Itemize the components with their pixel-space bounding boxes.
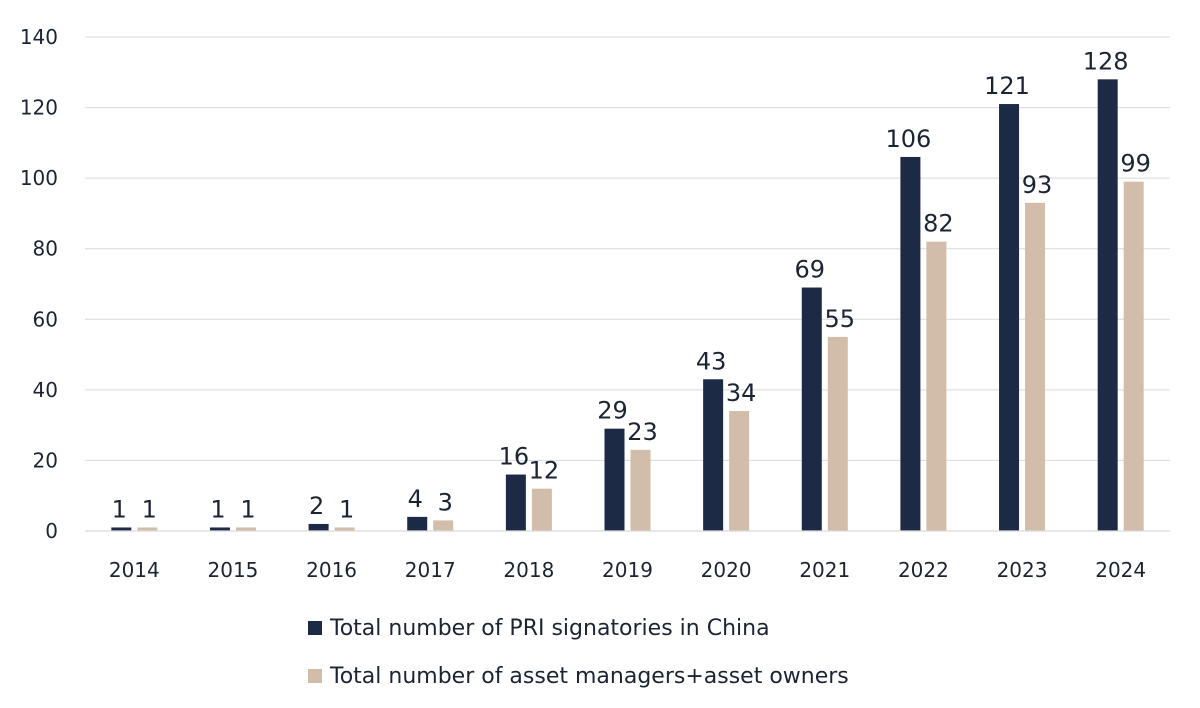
- bar-pri-signatories-2019: [604, 428, 625, 531]
- bar-pri-signatories-2015: [209, 527, 230, 531]
- data-label-pri-signatories-2021: 69: [794, 256, 825, 284]
- legend-label-pri-signatories: Total number of PRI signatories in China: [330, 615, 770, 641]
- data-label-pri-signatories-2022: 106: [886, 125, 932, 153]
- bar-asset-managers-owners-2021: [827, 336, 848, 531]
- bar-asset-managers-owners-2024: [1123, 181, 1144, 531]
- data-label-asset-managers-owners-2020: 34: [726, 379, 757, 407]
- x-tick-label-2020: 2020: [701, 558, 752, 582]
- data-label-pri-signatories-2016: 2: [309, 492, 324, 520]
- bar-pri-signatories-2020: [703, 379, 724, 531]
- data-label-asset-managers-owners-2014: 1: [142, 495, 157, 523]
- bar-asset-managers-owners-2022: [926, 241, 947, 531]
- data-label-asset-managers-owners-2016: 1: [339, 495, 354, 523]
- bar-asset-managers-owners-2017: [433, 520, 454, 531]
- bar-asset-managers-owners-2020: [729, 411, 750, 531]
- data-label-asset-managers-owners-2019: 23: [627, 418, 658, 446]
- data-label-pri-signatories-2015: 1: [210, 495, 225, 523]
- data-label-pri-signatories-2018: 16: [499, 443, 530, 471]
- bar-asset-managers-owners-2016: [334, 527, 355, 531]
- legend-swatch-asset-managers-owners: [308, 669, 322, 683]
- y-tick-label-0: 0: [45, 519, 58, 543]
- x-tick-label-2018: 2018: [503, 558, 554, 582]
- bars: [111, 79, 1144, 532]
- legend: Total number of PRI signatories in China…: [308, 604, 849, 700]
- legend-item-pri-signatories: Total number of PRI signatories in China: [308, 604, 849, 652]
- x-tick-label-2016: 2016: [306, 558, 357, 582]
- data-label-pri-signatories-2020: 43: [696, 347, 727, 375]
- bar-pri-signatories-2024: [1097, 79, 1118, 531]
- data-label-asset-managers-owners-2018: 12: [529, 457, 560, 485]
- legend-item-asset-managers-owners: Total number of asset managers+asset own…: [308, 652, 849, 700]
- data-label-asset-managers-owners-2021: 55: [824, 305, 855, 333]
- y-tick-label-100: 100: [20, 166, 58, 190]
- data-label-pri-signatories-2017: 4: [408, 485, 423, 513]
- data-label-asset-managers-owners-2023: 93: [1022, 171, 1053, 199]
- bar-asset-managers-owners-2014: [137, 527, 158, 531]
- x-tick-label-2019: 2019: [602, 558, 653, 582]
- data-label-asset-managers-owners-2024: 99: [1120, 150, 1151, 178]
- y-tick-label-40: 40: [33, 378, 58, 402]
- bar-pri-signatories-2023: [999, 104, 1020, 532]
- gridlines: [85, 36, 1170, 461]
- data-label-pri-signatories-2019: 29: [597, 397, 628, 425]
- x-tick-label-2022: 2022: [898, 558, 949, 582]
- bar-asset-managers-owners-2019: [630, 449, 651, 531]
- x-tick-label-2014: 2014: [109, 558, 160, 582]
- bar-asset-managers-owners-2018: [531, 488, 552, 531]
- bar-asset-managers-owners-2023: [1025, 202, 1046, 532]
- y-axis: 0 20 40 60 80 100 120 140: [20, 25, 58, 543]
- data-label-asset-managers-owners-2017: 3: [438, 488, 453, 516]
- bar-pri-signatories-2014: [111, 527, 132, 531]
- x-tick-label-2015: 2015: [208, 558, 259, 582]
- x-tick-label-2023: 2023: [997, 558, 1048, 582]
- y-tick-label-120: 120: [20, 96, 58, 120]
- x-tick-label-2021: 2021: [799, 558, 850, 582]
- x-axis: 2014 2015 2016 2017 2018 2019 2020 2021 2022 2023…: [85, 530, 1170, 582]
- y-tick-label-140: 140: [20, 25, 58, 49]
- bar-asset-managers-owners-2015: [235, 527, 256, 531]
- legend-swatch-pri-signatories: [308, 621, 322, 635]
- data-label-pri-signatories-2014: 1: [112, 495, 127, 523]
- bar-pri-signatories-2022: [900, 156, 921, 531]
- data-label-pri-signatories-2023: 121: [984, 72, 1030, 100]
- bar-pri-signatories-2017: [407, 516, 428, 531]
- x-tick-label-2024: 2024: [1095, 558, 1146, 582]
- legend-label-asset-managers-owners: Total number of asset managers+asset own…: [330, 663, 849, 689]
- y-tick-label-60: 60: [33, 307, 58, 331]
- bar-pri-signatories-2021: [801, 287, 822, 531]
- bar-pri-signatories-2016: [308, 523, 329, 531]
- y-tick-label-80: 80: [33, 237, 58, 261]
- bar-pri-signatories-2018: [505, 474, 526, 531]
- data-label-asset-managers-owners-2022: 82: [923, 210, 954, 238]
- y-tick-label-20: 20: [33, 448, 58, 472]
- data-label-asset-managers-owners-2015: 1: [240, 495, 255, 523]
- data-label-pri-signatories-2024: 128: [1083, 47, 1129, 75]
- x-tick-label-2017: 2017: [405, 558, 456, 582]
